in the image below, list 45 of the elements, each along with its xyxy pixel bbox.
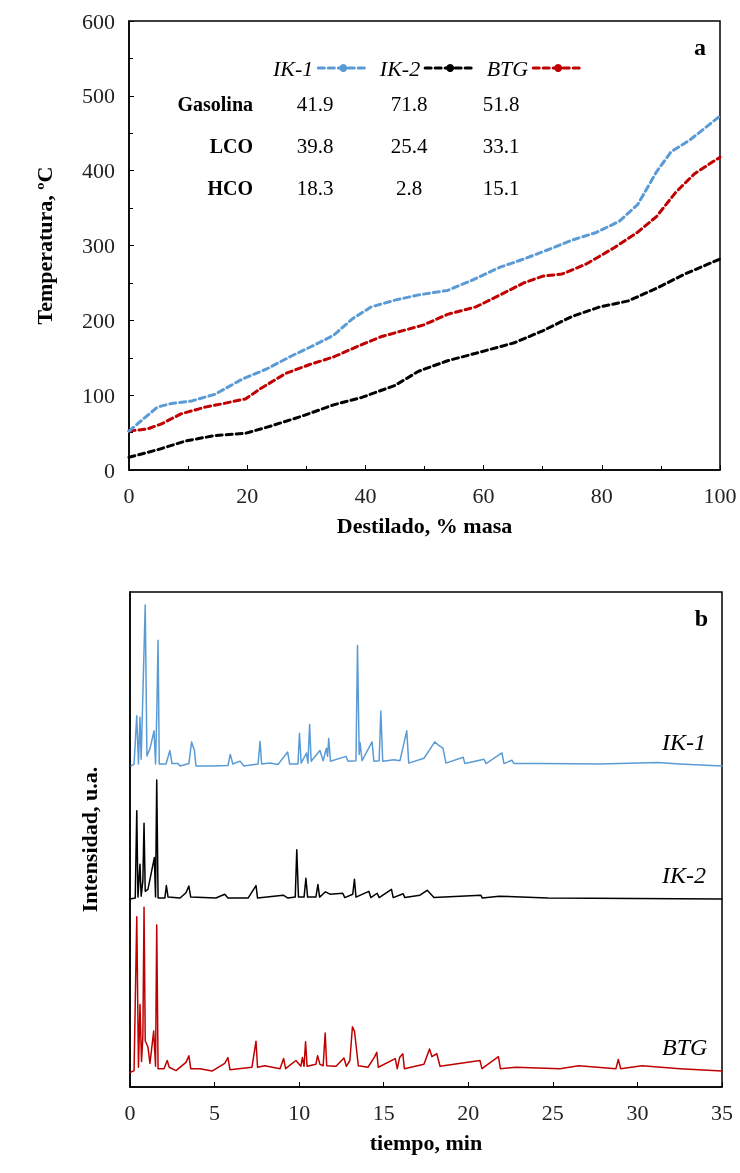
annotation: HCO: [207, 177, 253, 199]
annotation: Gasolina: [177, 93, 253, 115]
annotation: LCO: [209, 135, 253, 157]
y-tick-label: 0: [104, 457, 115, 483]
annotation: 51.8: [482, 92, 520, 116]
legend-label: BTG: [486, 55, 529, 81]
series-label: BTG: [662, 1034, 708, 1061]
x-axis-title: Destilado, % masa: [336, 512, 513, 538]
y-tick-label: 400: [82, 158, 115, 184]
x-tick-label: 5: [209, 1099, 221, 1125]
x-tick-label: 20: [457, 1099, 480, 1125]
y-axis-title: Temperatura, ºC: [31, 166, 57, 325]
annotation: 25.4: [390, 134, 428, 158]
x-tick-label: 30: [626, 1099, 649, 1125]
y-tick-label: 100: [82, 382, 115, 408]
x-tick-label: 80: [590, 482, 613, 508]
annotation: b: [694, 605, 709, 631]
x-tick-label: 0: [123, 482, 135, 508]
legend-label: IK-2: [378, 55, 421, 81]
x-tick-label: 25: [541, 1099, 564, 1125]
x-tick-label: 20: [236, 482, 259, 508]
annotation: 18.3: [296, 176, 334, 200]
y-tick-label: 200: [82, 307, 115, 333]
y-tick-label: 600: [82, 8, 115, 34]
y-tick-label: 300: [82, 233, 115, 258]
x-tick-label: 0: [124, 1099, 136, 1125]
x-tick-label: 15: [372, 1099, 395, 1125]
annotation: 71.8: [390, 92, 428, 116]
x-tick-label: 10: [288, 1099, 311, 1125]
series-label: IK-2: [661, 862, 706, 889]
series-label: IK-1: [661, 729, 706, 755]
x-tick-label: 60: [472, 482, 495, 508]
x-tick-label: 100: [703, 482, 737, 508]
x-axis-title: tiempo, min: [369, 1129, 483, 1155]
annotation: 39.8: [296, 134, 334, 158]
annotation: 2.8: [395, 176, 423, 200]
annotation: 41.9: [296, 92, 334, 116]
legend-label: IK-1: [272, 55, 314, 81]
annotation: a: [694, 34, 706, 60]
y-axis-title: Intensidad, u.a.: [76, 766, 102, 913]
x-tick-label: 35: [711, 1099, 733, 1125]
annotation: 15.1: [482, 176, 520, 200]
annotation: 33.1: [482, 134, 520, 158]
y-tick-label: 500: [82, 83, 115, 109]
x-tick-label: 40: [354, 482, 377, 508]
